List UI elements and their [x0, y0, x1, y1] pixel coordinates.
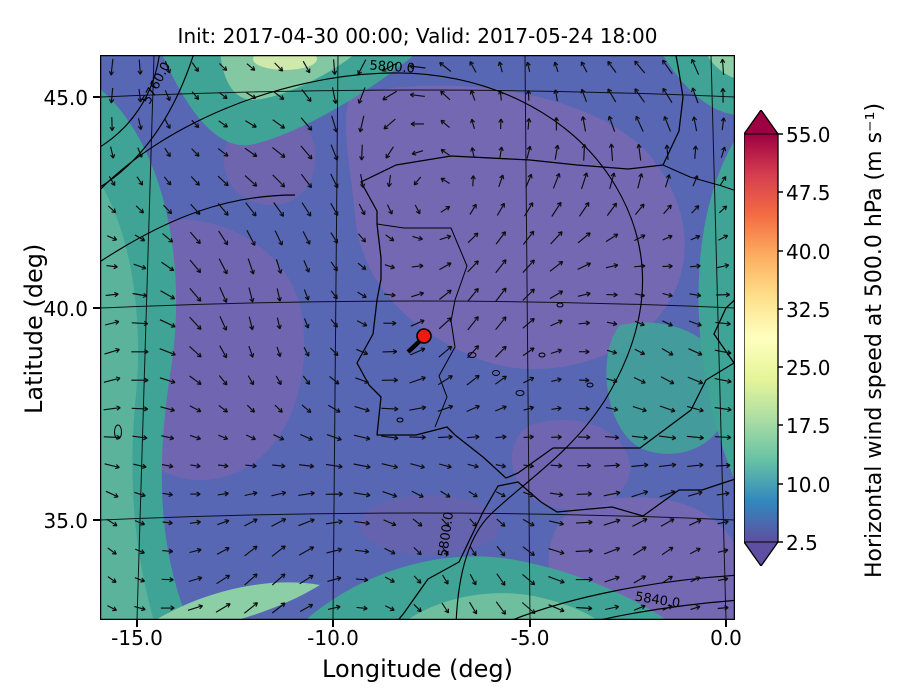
- x-tick-label: -10.0: [307, 626, 359, 650]
- colorbar-gradient: [744, 110, 779, 566]
- plot-title: Init: 2017-04-30 00:00; Valid: 2017-05-2…: [177, 24, 658, 48]
- contour-5840: [510, 574, 735, 620]
- graticule: [100, 55, 735, 620]
- colorbar-tick-label: 25.0: [786, 356, 831, 380]
- y-tick-label: 40.0: [43, 297, 88, 321]
- lakes-islands: [114, 302, 594, 440]
- colorbar-tick-label: 10.0: [786, 473, 831, 497]
- x-tick-mark: [725, 620, 727, 627]
- x-axis-label: Longitude (deg): [322, 655, 513, 683]
- coastline-iberia-france: [356, 55, 735, 479]
- contour-label-5800-top: 5800.0: [369, 58, 415, 76]
- colorbar-tick-label: 55.0: [786, 123, 831, 147]
- contour-label-5800-bottom: 5800.0: [436, 511, 457, 558]
- x-tick-label: -15.0: [111, 626, 163, 650]
- x-tick-mark: [529, 620, 531, 627]
- contour-5800: [100, 72, 644, 620]
- y-tick-label: 35.0: [43, 509, 88, 533]
- colorbar-tick-label: 2.5: [786, 531, 818, 555]
- border-france-spain: [662, 164, 735, 192]
- x-tick-mark: [332, 620, 334, 627]
- wind-vector-arrows: [103, 58, 732, 615]
- colorbar-tick-label: 47.5: [786, 181, 831, 205]
- colorbar-label: Horizontal wind speed at 500.0 hPa (m s⁻…: [862, 102, 887, 578]
- y-axis-label: Latitude (deg): [20, 243, 48, 414]
- colorbar: [744, 110, 783, 566]
- colorbar-tick-label: 17.5: [786, 414, 831, 438]
- y-tick-mark: [93, 96, 100, 98]
- x-tick-label: 0.0: [710, 626, 742, 650]
- coastline-north-africa: [397, 478, 735, 620]
- colorbar-tick-label: 32.5: [786, 298, 831, 322]
- location-marker: [406, 328, 432, 354]
- y-tick-mark: [93, 307, 100, 309]
- contour-label-5840: 5840.0: [634, 590, 681, 612]
- y-tick-mark: [93, 519, 100, 521]
- y-tick-label: 45.0: [43, 86, 88, 110]
- x-tick-label: -5.0: [510, 626, 550, 650]
- map-panel: 5760.0 5800.0 5800.0 5840.0: [100, 55, 735, 620]
- border-portugal-spain: [376, 223, 468, 428]
- colorbar-tick-label: 40.0: [786, 240, 831, 264]
- x-tick-mark: [136, 620, 138, 627]
- colorbar-tick-marks: [778, 133, 783, 543]
